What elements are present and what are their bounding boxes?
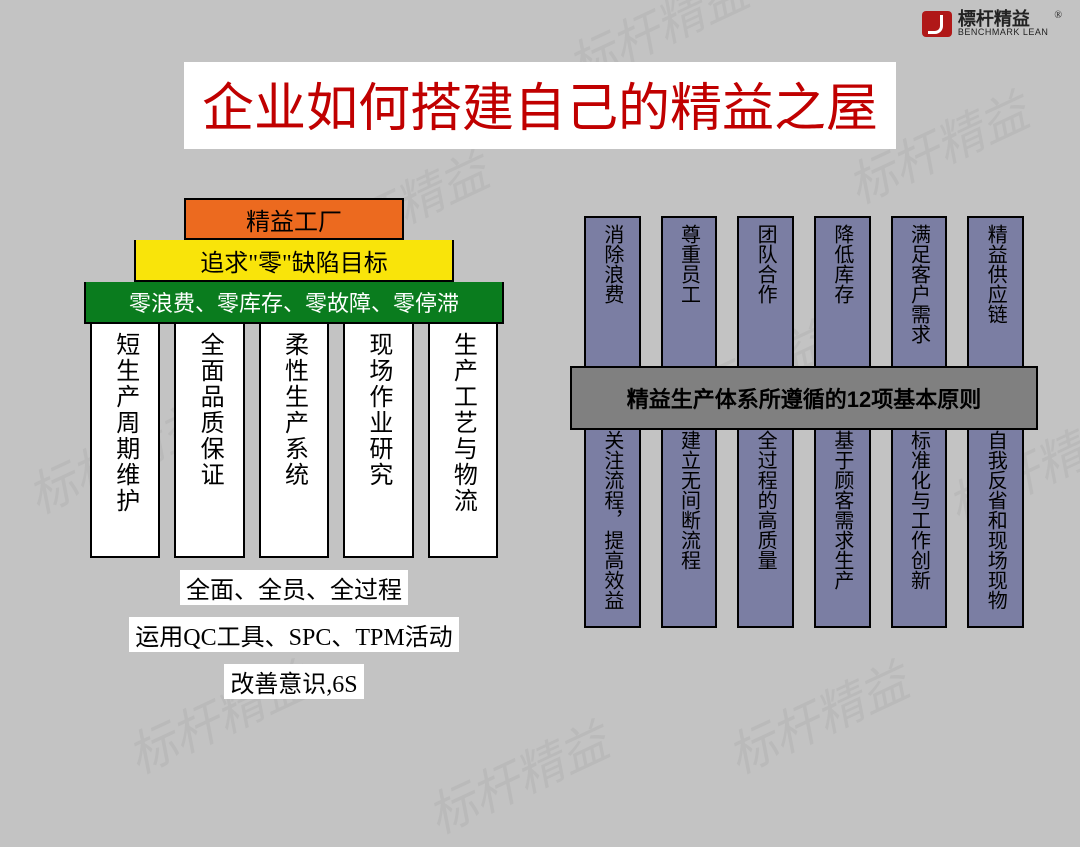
principles-diagram: 消除浪费 关注流程，提高效益 尊重员工 建立无间断流程 团队合作 全过程的高质量… — [576, 216, 1032, 628]
pillar-4: 现场作业研究 — [343, 324, 413, 558]
lean-house-diagram: 精益工厂 追求"零"缺陷目标 零浪费、零库存、零故障、零停滞 短生产周期维护 全… — [84, 198, 504, 699]
pillar-1: 短生产周期维护 — [90, 324, 160, 558]
principles-band: 精益生产体系所遵循的12项基本原则 — [570, 366, 1038, 430]
page-title: 企业如何搭建自己的精益之屋 — [184, 62, 896, 149]
pillar-2: 全面品质保证 — [174, 324, 244, 558]
logo-icon — [922, 11, 952, 37]
house-pillars: 短生产周期维护 全面品质保证 柔性生产系统 现场作业研究 生产工艺与物流 — [84, 324, 504, 558]
foundation-line-1: 全面、全员、全过程 — [180, 570, 408, 605]
registered-mark: ® — [1054, 10, 1062, 21]
pillar-5: 生产工艺与物流 — [428, 324, 498, 558]
logo-text-en: BENCHMARK LEAN — [958, 28, 1049, 37]
watermark: 标杆精益 — [714, 643, 918, 788]
watermark: 标杆精益 — [414, 703, 618, 847]
pillar-3: 柔性生产系统 — [259, 324, 329, 558]
roof-level-3: 零浪费、零库存、零故障、零停滞 — [84, 282, 504, 324]
roof-level-1: 精益工厂 — [184, 198, 404, 240]
roof-level-2: 追求"零"缺陷目标 — [134, 240, 454, 282]
logo-text-cn: 標杆精益 — [958, 10, 1049, 28]
brand-logo: 標杆精益 BENCHMARK LEAN ® — [922, 10, 1062, 37]
foundation-line-2: 运用QC工具、SPC、TPM活动 — [129, 617, 458, 652]
foundation-line-3: 改善意识,6S — [224, 664, 363, 699]
